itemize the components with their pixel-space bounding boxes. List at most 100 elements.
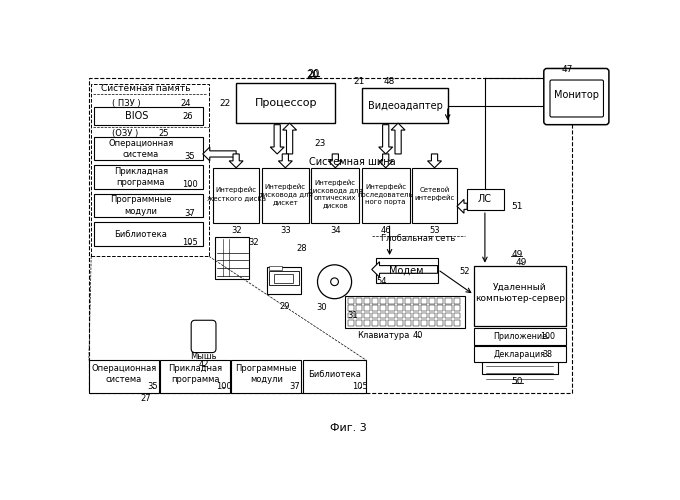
Text: 105: 105 (182, 238, 197, 247)
FancyBboxPatch shape (191, 320, 216, 352)
Bar (445, 298, 452, 304)
Bar (372, 320, 378, 326)
Bar (396, 298, 403, 304)
Text: 32: 32 (248, 238, 258, 247)
Bar (303, 360, 367, 392)
Text: 100: 100 (540, 332, 555, 341)
Text: 48: 48 (383, 77, 394, 86)
Bar (413, 305, 419, 311)
Text: 40: 40 (413, 331, 424, 340)
Bar (236, 83, 335, 123)
Bar (445, 305, 452, 311)
Bar (421, 298, 427, 304)
Bar (269, 266, 282, 270)
Text: Системная память: Системная память (101, 84, 190, 93)
Bar (454, 320, 460, 326)
Text: ( ПЗУ ): ( ПЗУ ) (112, 100, 141, 108)
Bar (213, 168, 259, 223)
Bar (362, 168, 410, 223)
Bar (345, 296, 464, 328)
FancyBboxPatch shape (544, 68, 609, 124)
Bar (405, 320, 411, 326)
Text: Программные
модули: Программные модули (110, 196, 171, 216)
Bar (356, 298, 362, 304)
Bar (437, 305, 443, 311)
Text: Процессор: Процессор (254, 98, 317, 108)
Text: Интерфейс
дисковода для
дискет: Интерфейс дисковода для дискет (258, 183, 313, 204)
Text: 20: 20 (307, 70, 319, 81)
Polygon shape (372, 262, 438, 277)
Polygon shape (379, 154, 392, 168)
Bar (380, 320, 386, 326)
Text: 25: 25 (159, 130, 169, 138)
Bar (95, 166, 203, 188)
Text: 100: 100 (216, 382, 232, 391)
Text: 42: 42 (199, 360, 209, 368)
Bar (364, 312, 370, 318)
Bar (375, 258, 438, 283)
Text: Прикладная
программа: Прикладная программа (114, 167, 168, 187)
Text: 47: 47 (562, 64, 573, 74)
Polygon shape (283, 123, 296, 154)
Text: 31: 31 (347, 311, 358, 320)
Bar (454, 305, 460, 311)
Text: Интерфейс
дисковода для
оптических
дисков: Интерфейс дисковода для оптических диско… (308, 180, 362, 208)
Text: 49: 49 (512, 250, 523, 258)
Text: 33: 33 (280, 226, 291, 235)
Bar (421, 305, 427, 311)
Bar (405, 312, 411, 318)
Text: 46: 46 (380, 226, 391, 235)
Text: Монитор: Монитор (554, 90, 599, 100)
Polygon shape (328, 154, 342, 168)
Bar (413, 312, 419, 318)
Polygon shape (391, 123, 405, 154)
Text: 35: 35 (147, 382, 158, 391)
Bar (267, 267, 301, 294)
Text: Глобальная сеть: Глобальная сеть (381, 234, 456, 243)
Bar (412, 168, 457, 223)
Text: Библиотека: Библиотека (114, 230, 167, 238)
Text: 26: 26 (182, 112, 192, 120)
Bar (421, 320, 427, 326)
Bar (482, 330, 558, 374)
Polygon shape (270, 124, 284, 154)
Polygon shape (278, 154, 292, 168)
Text: 52: 52 (460, 267, 470, 276)
Bar (474, 328, 566, 345)
Text: 100: 100 (182, 180, 197, 189)
Text: 29: 29 (279, 302, 290, 311)
Text: Декларация: Декларация (494, 350, 545, 358)
Text: Клавиатура: Клавиатура (357, 331, 409, 340)
Bar (429, 298, 435, 304)
Bar (231, 360, 301, 392)
Bar (437, 298, 443, 304)
Bar (347, 320, 354, 326)
Bar (388, 305, 394, 311)
Bar (380, 298, 386, 304)
Bar (311, 168, 359, 223)
Bar (347, 298, 354, 304)
Bar (474, 266, 566, 326)
Bar (372, 305, 378, 311)
Text: 28: 28 (296, 244, 307, 253)
Text: Операционная
система: Операционная система (108, 138, 173, 158)
Text: 37: 37 (184, 210, 195, 218)
Text: Интерфейс
последователь
ного порта: Интерфейс последователь ного порта (358, 183, 413, 204)
Polygon shape (379, 124, 392, 154)
Bar (405, 298, 411, 304)
Bar (429, 312, 435, 318)
Bar (89, 360, 158, 392)
Bar (364, 298, 370, 304)
Bar (95, 107, 203, 126)
Bar (160, 360, 230, 392)
Bar (474, 346, 566, 362)
Bar (89, 78, 573, 392)
Bar (388, 320, 394, 326)
Text: 53: 53 (429, 226, 440, 235)
Bar (95, 137, 203, 160)
Bar (396, 305, 403, 311)
Text: 49: 49 (515, 258, 527, 267)
Text: Программные
модули: Программные модули (235, 364, 297, 384)
FancyBboxPatch shape (550, 80, 603, 117)
Text: Интерфейс
жесткого диска: Интерфейс жесткого диска (207, 187, 266, 201)
